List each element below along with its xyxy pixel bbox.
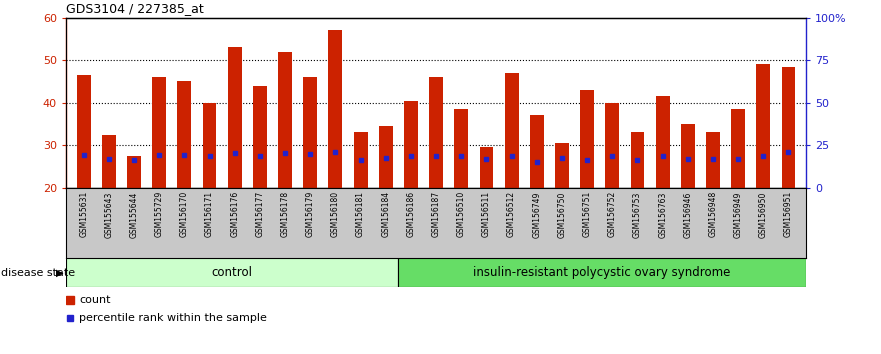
Bar bbox=[127, 156, 141, 188]
Bar bbox=[253, 86, 267, 188]
Bar bbox=[102, 135, 115, 188]
Bar bbox=[278, 52, 292, 188]
Text: GSM156180: GSM156180 bbox=[331, 191, 340, 237]
Text: GSM155631: GSM155631 bbox=[79, 191, 88, 238]
Text: GSM156949: GSM156949 bbox=[734, 191, 743, 238]
Bar bbox=[505, 73, 519, 188]
Bar bbox=[681, 124, 695, 188]
Text: GSM156946: GSM156946 bbox=[684, 191, 692, 238]
Text: insulin-resistant polycystic ovary syndrome: insulin-resistant polycystic ovary syndr… bbox=[473, 266, 730, 279]
Bar bbox=[379, 126, 393, 188]
Bar bbox=[706, 132, 720, 188]
Bar bbox=[329, 30, 343, 188]
Bar bbox=[404, 101, 418, 188]
Bar bbox=[605, 103, 619, 188]
Text: GSM156510: GSM156510 bbox=[456, 191, 466, 238]
Bar bbox=[655, 96, 670, 188]
Text: count: count bbox=[79, 295, 111, 305]
Text: GSM156184: GSM156184 bbox=[381, 191, 390, 237]
Bar bbox=[203, 103, 217, 188]
Text: GSM156951: GSM156951 bbox=[784, 191, 793, 238]
Bar bbox=[529, 115, 544, 188]
Bar bbox=[731, 109, 745, 188]
Bar bbox=[757, 64, 770, 188]
Text: GSM156177: GSM156177 bbox=[255, 191, 264, 238]
Text: GSM156186: GSM156186 bbox=[406, 191, 416, 237]
Text: GSM156763: GSM156763 bbox=[658, 191, 667, 238]
Bar bbox=[455, 109, 468, 188]
Bar bbox=[303, 77, 317, 188]
Text: GSM155729: GSM155729 bbox=[155, 191, 164, 238]
Bar bbox=[581, 90, 594, 188]
Text: GSM156950: GSM156950 bbox=[759, 191, 768, 238]
Bar bbox=[77, 75, 91, 188]
Text: GSM155644: GSM155644 bbox=[130, 191, 138, 238]
Text: GSM156750: GSM156750 bbox=[558, 191, 566, 238]
Text: GSM156178: GSM156178 bbox=[280, 191, 290, 237]
Bar bbox=[398, 258, 806, 287]
Text: GSM156176: GSM156176 bbox=[230, 191, 240, 238]
Text: GSM156179: GSM156179 bbox=[306, 191, 315, 238]
Bar bbox=[631, 132, 644, 188]
Bar bbox=[429, 77, 443, 188]
Text: GSM156181: GSM156181 bbox=[356, 191, 365, 237]
Bar bbox=[177, 81, 191, 188]
Text: GSM156752: GSM156752 bbox=[608, 191, 617, 238]
Bar bbox=[228, 47, 241, 188]
Text: GSM156170: GSM156170 bbox=[180, 191, 189, 238]
Bar bbox=[353, 132, 367, 188]
Text: percentile rank within the sample: percentile rank within the sample bbox=[79, 313, 267, 323]
Text: GSM156511: GSM156511 bbox=[482, 191, 491, 237]
Text: GSM156171: GSM156171 bbox=[205, 191, 214, 237]
Text: GSM155643: GSM155643 bbox=[104, 191, 114, 238]
Text: control: control bbox=[211, 266, 253, 279]
Text: GSM156948: GSM156948 bbox=[708, 191, 717, 238]
Text: GSM156751: GSM156751 bbox=[582, 191, 592, 238]
Text: GSM156512: GSM156512 bbox=[507, 191, 516, 237]
Text: GSM156749: GSM156749 bbox=[532, 191, 541, 238]
Bar bbox=[479, 147, 493, 188]
Text: GSM156187: GSM156187 bbox=[432, 191, 440, 237]
Bar bbox=[781, 67, 796, 188]
Text: ▶: ▶ bbox=[56, 268, 63, 278]
Text: GDS3104 / 227385_at: GDS3104 / 227385_at bbox=[66, 2, 204, 15]
Bar bbox=[555, 143, 569, 188]
Bar bbox=[66, 258, 398, 287]
Text: disease state: disease state bbox=[1, 268, 75, 278]
Text: GSM156753: GSM156753 bbox=[633, 191, 642, 238]
Bar bbox=[152, 77, 167, 188]
